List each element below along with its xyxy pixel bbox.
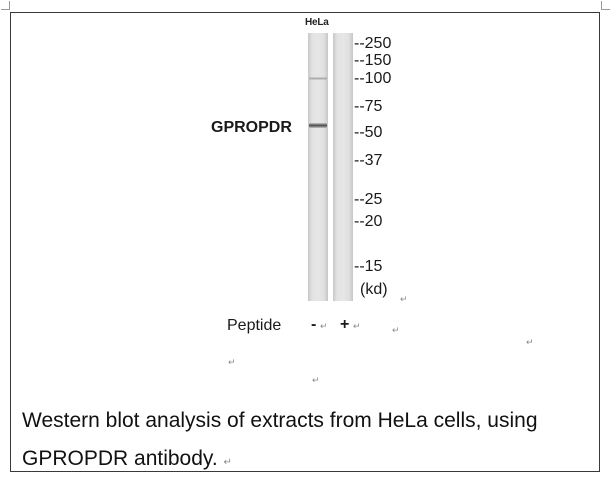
marker-15: --15 [354,258,383,275]
return-mark-icon: ↵ [526,337,534,347]
return-mark-icon: ↵ [312,375,320,385]
blot-band-main [309,123,327,128]
marker-100: --100 [354,70,392,87]
marker-150: --150 [354,52,392,69]
marker-20: --20 [354,213,383,230]
lane-label: HeLa [305,17,329,28]
figure-caption: Western blot analysis of extracts from H… [22,402,592,478]
unit-label: (kd) [360,281,388,298]
return-mark-icon: ↵ [223,457,232,468]
peptide-sign-plus: + [340,316,350,333]
return-mark-icon: ↵ [320,321,328,331]
corner-mark-top-right [601,1,610,10]
caption-line-2-text: GPROPDR antibody. [22,447,218,470]
caption-line-2: GPROPDR antibody. ↵ [22,440,592,478]
marker-25: --25 [354,191,383,208]
return-mark-icon: ↵ [228,357,236,367]
caption-line-1: Western blot analysis of extracts from H… [22,409,538,432]
marker-37: --37 [354,152,383,169]
marker-250: --250 [354,35,392,52]
return-mark-icon: ↵ [353,321,361,331]
peptide-sign-minus: - [311,316,317,333]
blot-lane-plus [333,33,353,301]
blot-lane-minus [308,33,328,301]
blot-band-faint [309,77,327,80]
corner-mark-top-left [1,1,10,10]
return-mark-icon: ↵ [392,325,400,335]
peptide-label: Peptide [227,317,282,334]
figure-frame [10,12,600,472]
marker-50: --50 [354,124,383,141]
return-mark-icon: ↵ [400,294,408,304]
protein-label: GPROPDR [211,119,292,136]
marker-75: --75 [354,98,383,115]
